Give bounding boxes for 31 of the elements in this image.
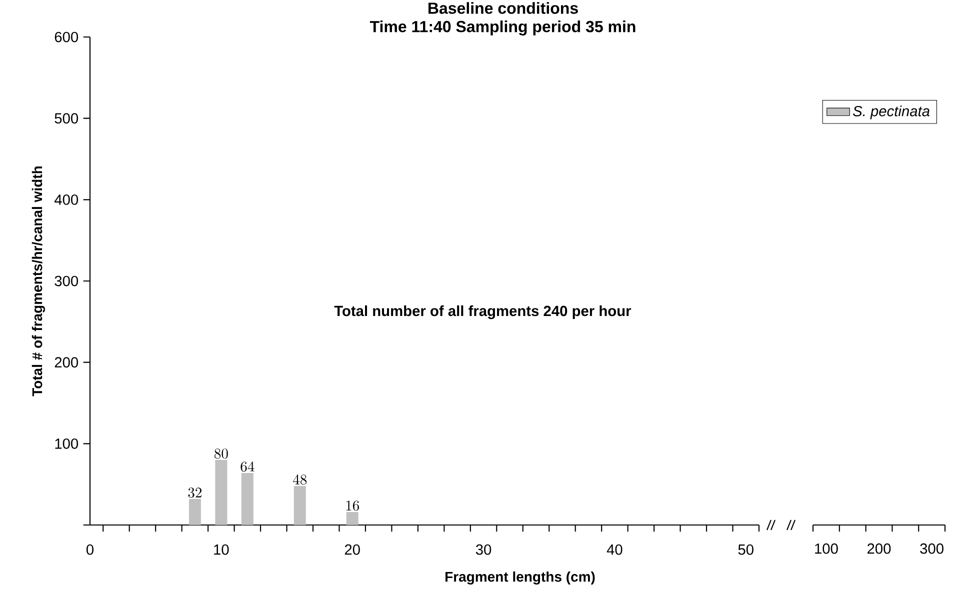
data-label: 64 bbox=[240, 461, 254, 472]
chart-title: Baseline conditions bbox=[428, 2, 578, 14]
x-tick-label: 40 bbox=[606, 544, 622, 555]
y-axis-title: Total # of fragments/hr/canal width bbox=[32, 166, 45, 396]
x-tick-label: 30 bbox=[476, 544, 492, 555]
x-axis-title: Fragment lengths (cm) bbox=[445, 571, 595, 585]
x-tick-label: 100 bbox=[815, 543, 838, 554]
y-tick-label: 600 bbox=[54, 32, 78, 42]
y-tick-label: 300 bbox=[54, 276, 78, 286]
data-label: 32 bbox=[188, 488, 202, 498]
y-tick-label: 500 bbox=[54, 113, 78, 124]
x-tick-label: 10 bbox=[214, 544, 229, 555]
y-tick-label: 200 bbox=[54, 357, 78, 368]
data-label: 80 bbox=[214, 448, 228, 459]
bar bbox=[188, 498, 201, 525]
x-tick-label: 300 bbox=[920, 543, 944, 554]
x-tick-label: 0 bbox=[86, 544, 94, 555]
bar bbox=[346, 512, 358, 525]
bar bbox=[241, 472, 254, 525]
annotation: Total number of all fragments 240 per hour bbox=[334, 305, 632, 320]
bar bbox=[215, 460, 228, 525]
y-tick-label: 400 bbox=[54, 194, 78, 205]
legend-label: S. pectinata bbox=[852, 106, 930, 120]
x-tick-label: 50 bbox=[738, 544, 754, 555]
bar bbox=[294, 486, 306, 525]
chart-subtitle: Time 11:40 Sampling period 35 min bbox=[370, 20, 636, 36]
y-tick-label: 100 bbox=[55, 438, 78, 449]
data-label: 48 bbox=[293, 474, 307, 485]
x-tick-label: 20 bbox=[344, 544, 360, 555]
data-label: 16 bbox=[346, 500, 360, 511]
x-tick-label: 200 bbox=[868, 543, 891, 554]
